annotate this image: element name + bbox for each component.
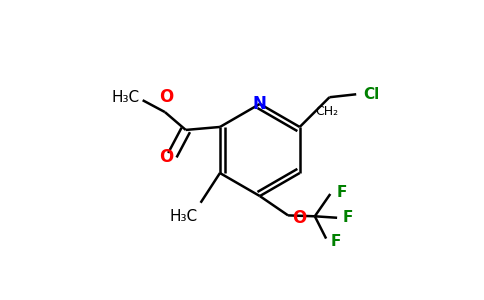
Text: O: O <box>159 88 174 106</box>
Text: F: F <box>331 234 341 249</box>
Text: O: O <box>159 148 173 166</box>
Text: O: O <box>292 209 306 227</box>
Text: F: F <box>336 185 347 200</box>
Text: Cl: Cl <box>363 87 380 102</box>
Text: H₃C: H₃C <box>169 209 197 224</box>
Text: F: F <box>343 210 353 225</box>
Text: N: N <box>253 95 267 113</box>
Text: CH₂: CH₂ <box>316 105 339 118</box>
Text: H₃C: H₃C <box>111 90 140 105</box>
